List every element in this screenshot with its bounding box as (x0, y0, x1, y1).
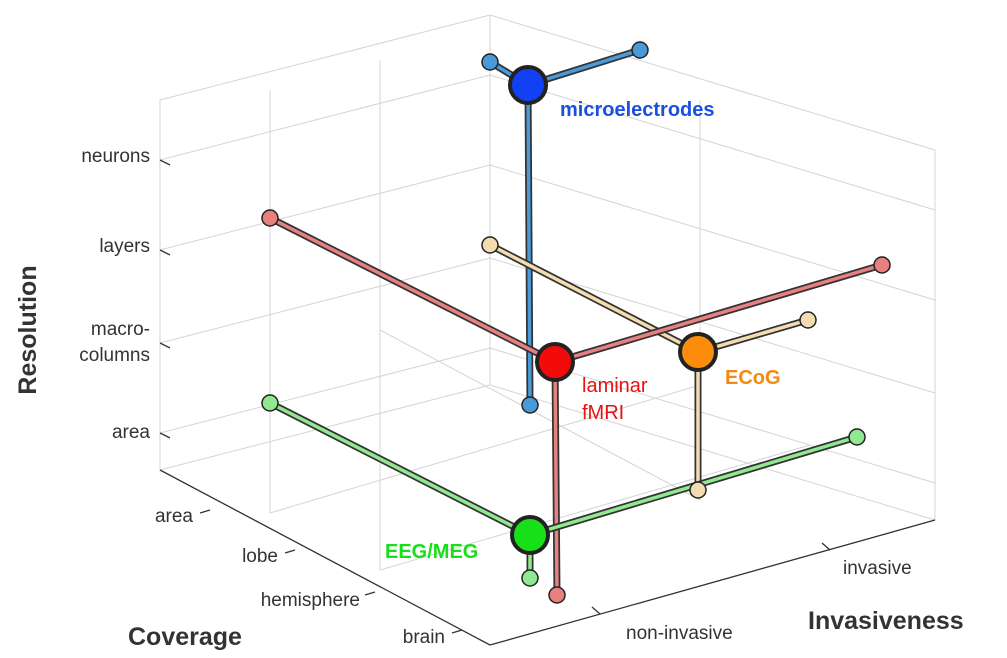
method-label: microelectrodes (560, 99, 715, 121)
resolution-tick: layers (99, 236, 150, 257)
axes (159, 159, 936, 646)
coverage-tick: brain (403, 627, 445, 648)
resolution-tick: neurons (81, 146, 150, 167)
coverage-tick: area (155, 506, 193, 527)
invasiveness-tick: invasive (843, 558, 912, 579)
resolution-tick: macro-columns (79, 319, 150, 366)
method-label: EEG/MEG (385, 541, 478, 563)
method-nodes (261, 41, 891, 604)
invasiveness-tick: non-invasive (626, 623, 733, 644)
coverage-title: Coverage (128, 623, 242, 651)
resolution-title: Resolution (14, 265, 42, 394)
grid (159, 14, 936, 571)
method-label: laminar fMRI (582, 375, 648, 424)
coverage-tick: lobe (242, 546, 278, 567)
resolution-tick: area (112, 422, 150, 443)
invasiveness-title: Invasiveness (808, 607, 964, 635)
method-label: ECoG (725, 367, 781, 389)
coverage-tick: hemisphere (261, 590, 360, 611)
